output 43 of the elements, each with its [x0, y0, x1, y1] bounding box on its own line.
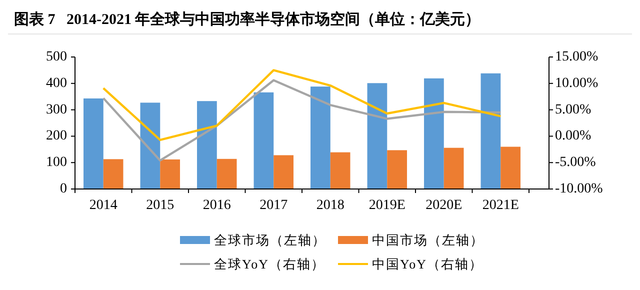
line-series — [102, 69, 502, 141]
y2-tick-label: -5.00% — [555, 155, 596, 170]
legend-label: 中国市场（左轴） — [372, 232, 484, 248]
x-tick-label: 2020E — [426, 198, 462, 213]
bar — [84, 98, 104, 189]
y-tick-label: 100 — [46, 155, 67, 170]
bar — [197, 101, 217, 189]
legend-label: 全球YoY（右轴） — [214, 256, 325, 272]
bar — [367, 83, 388, 189]
bar — [103, 159, 124, 189]
x-tick-label: 2019E — [368, 198, 406, 213]
y2-tick-label: 5.00% — [555, 102, 592, 118]
x-tick-label: 2018 — [316, 198, 344, 213]
bar — [387, 150, 407, 189]
y-tick-label: 0 — [60, 182, 67, 196]
line-series — [102, 79, 502, 162]
y-tick-label: 400 — [46, 76, 67, 91]
bar — [140, 102, 160, 189]
bar — [480, 73, 501, 189]
x-tick-label: 2016 — [202, 198, 231, 213]
bar — [310, 86, 330, 189]
x-tick-label: 2015 — [146, 198, 174, 213]
y2-tick-label: 0.00% — [555, 128, 592, 144]
chart-title: 图表 7 2014-2021 年全球与中国功率半导体市场空间（单位：亿美元） — [14, 10, 480, 28]
x-tick-label: 2014 — [89, 198, 118, 213]
y-tick-label: 500 — [46, 50, 67, 64]
legend-label: 全球市场（左轴） — [214, 232, 326, 248]
bar — [160, 159, 180, 189]
bar — [500, 146, 520, 189]
bar — [424, 78, 444, 189]
y2-tick-label: 15.00% — [555, 50, 598, 64]
y2-tick-label: -10.00% — [555, 182, 604, 196]
y-tick-label: 300 — [46, 102, 67, 118]
bar — [330, 152, 350, 189]
y-tick-label: 200 — [46, 128, 67, 144]
bar — [274, 155, 294, 189]
bar — [254, 92, 274, 189]
y2-tick-label: 10.00% — [555, 76, 598, 91]
legend-label: 中国YoY（右轴） — [372, 256, 483, 272]
x-tick-label: 2021E — [482, 198, 519, 213]
bar — [216, 158, 237, 189]
bar — [444, 148, 464, 189]
x-tick-label: 2017 — [260, 198, 288, 213]
